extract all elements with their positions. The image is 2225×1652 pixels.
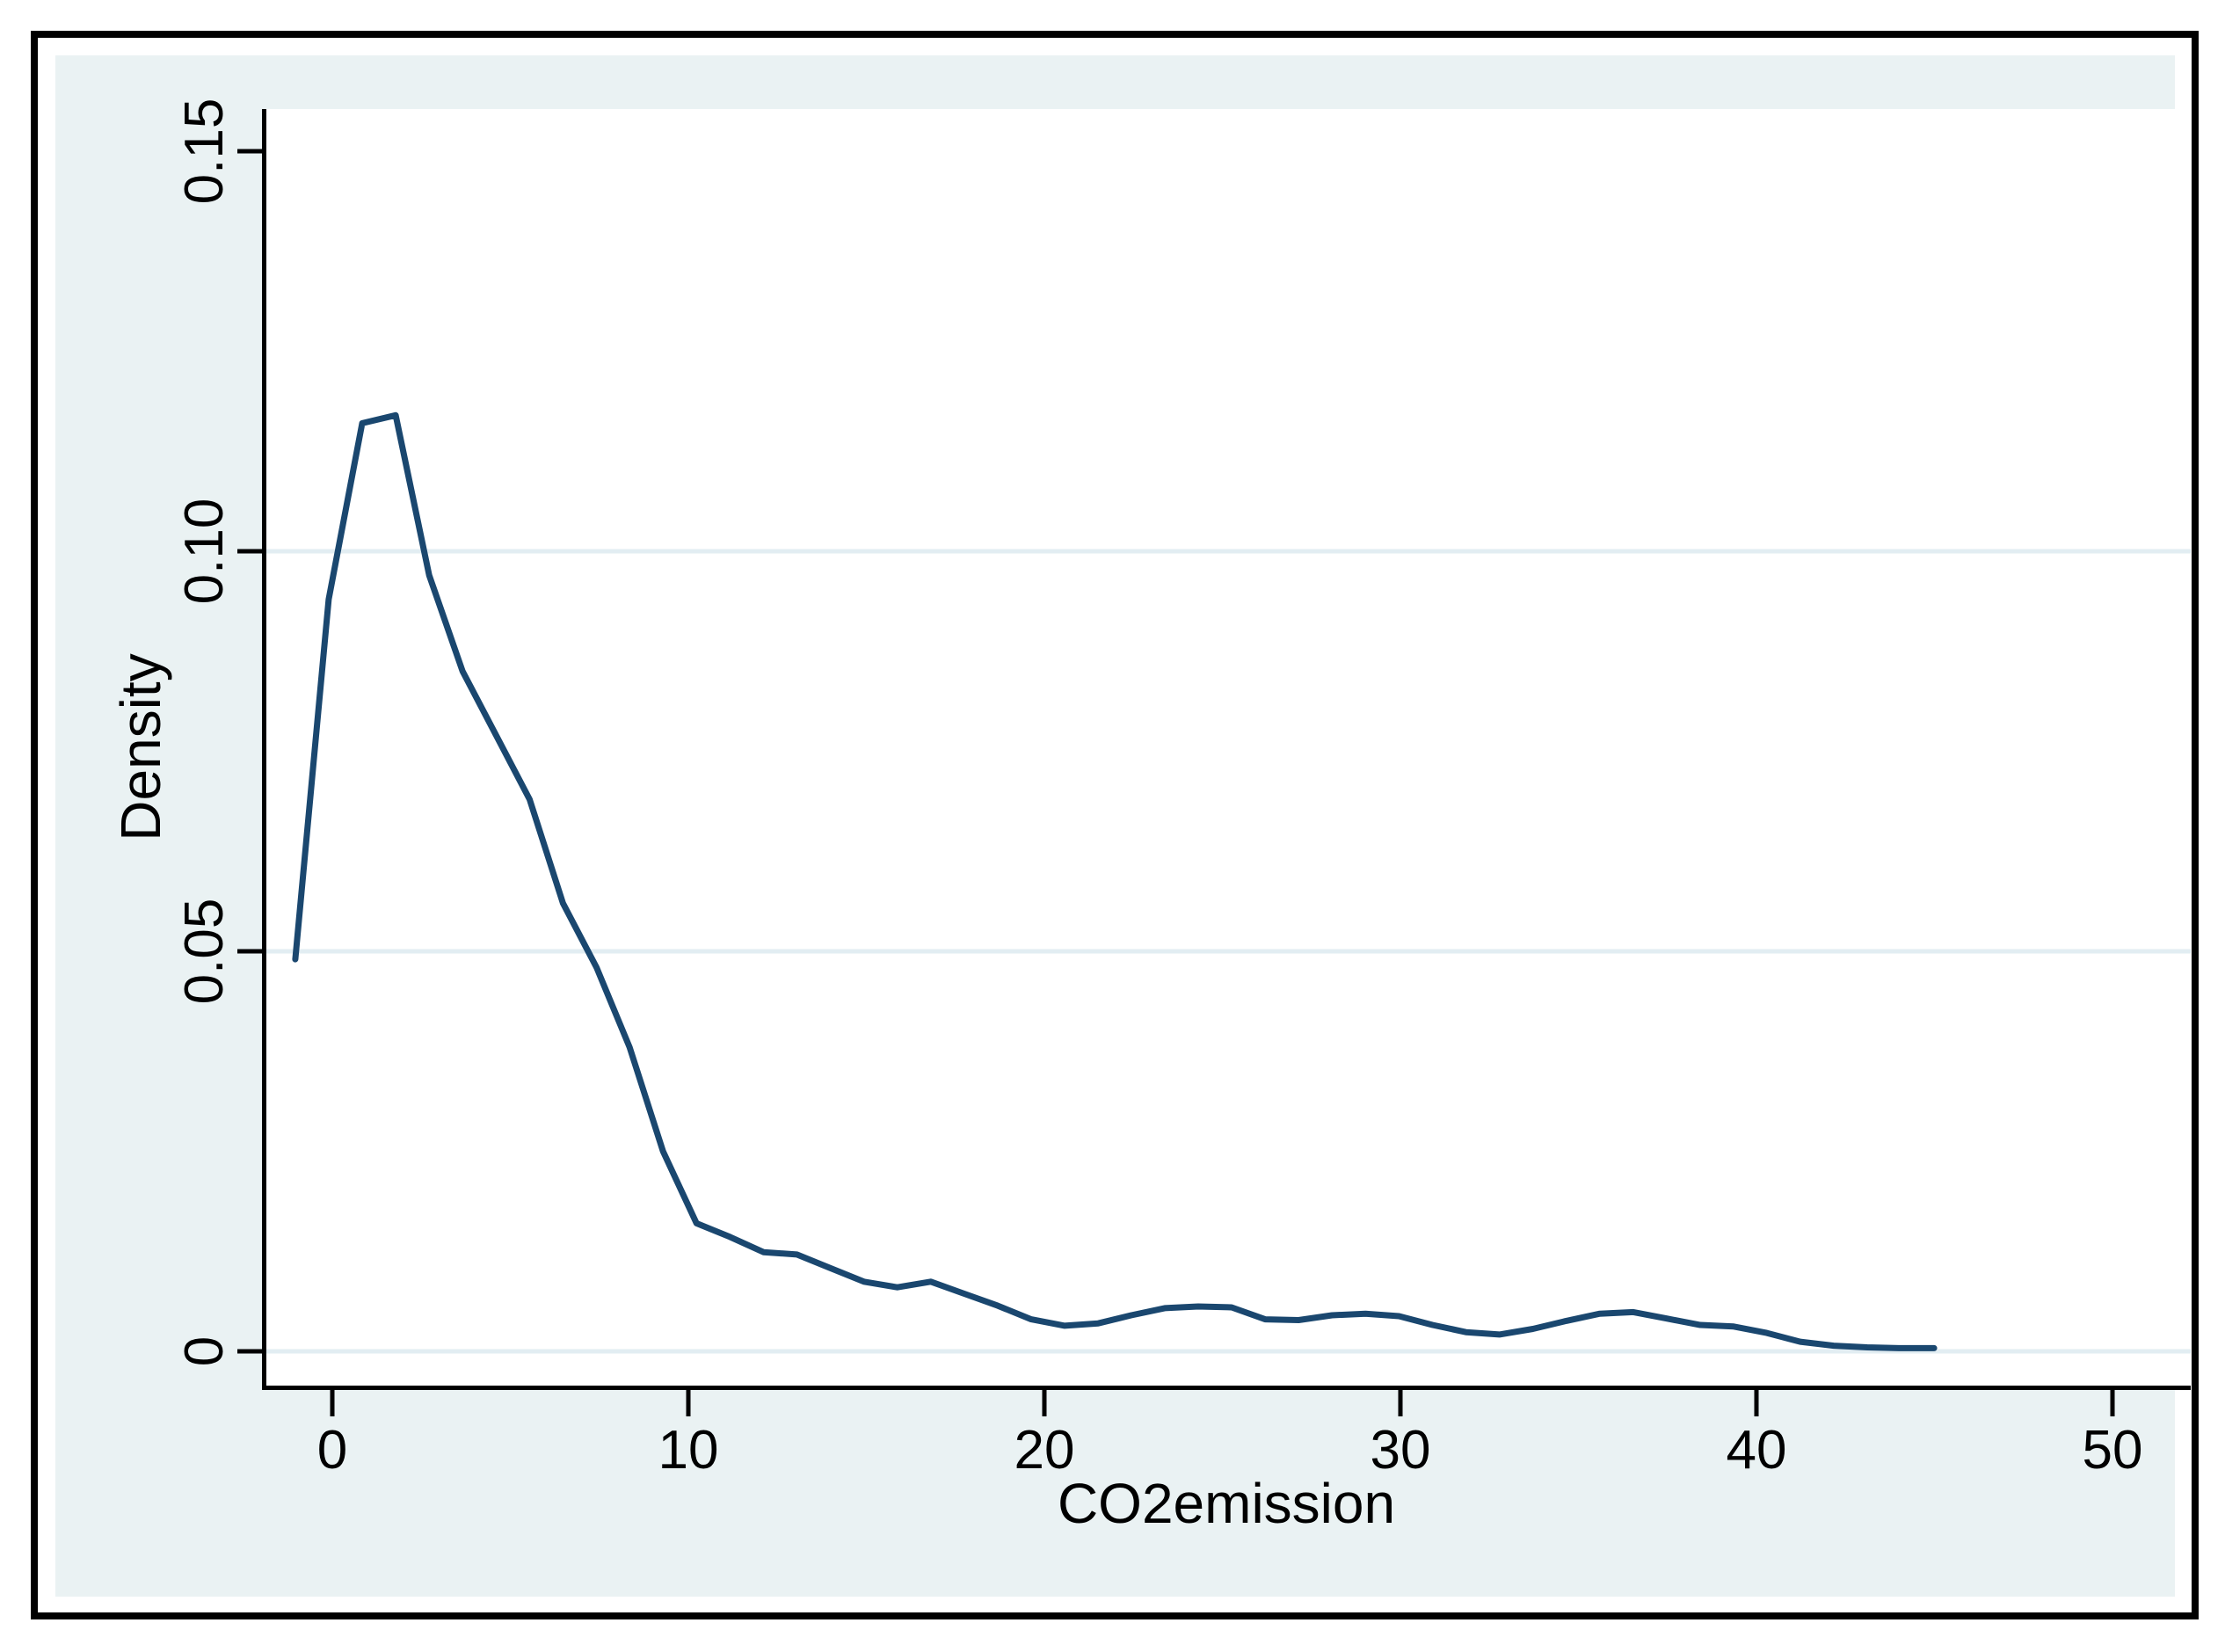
y-tick-label: 0.15 [174,98,235,205]
x-tick-label: 30 [1370,1420,1431,1481]
x-axis-title: CO2emission [1057,1472,1396,1535]
y-axis-title: Density [109,653,172,841]
x-tick-label: 0 [316,1420,348,1481]
y-tick-label: 0 [174,1335,235,1367]
x-tick-label: 40 [1726,1420,1787,1481]
density-curve [292,411,1938,1351]
x-tick-label: 50 [2082,1420,2143,1481]
x-tick-label: 20 [1014,1420,1075,1481]
plot-area [262,109,2191,1386]
y-tick-label: 0.05 [174,898,235,1005]
y-tick-label: 0.10 [174,498,235,605]
x-tick-label: 10 [658,1420,719,1481]
